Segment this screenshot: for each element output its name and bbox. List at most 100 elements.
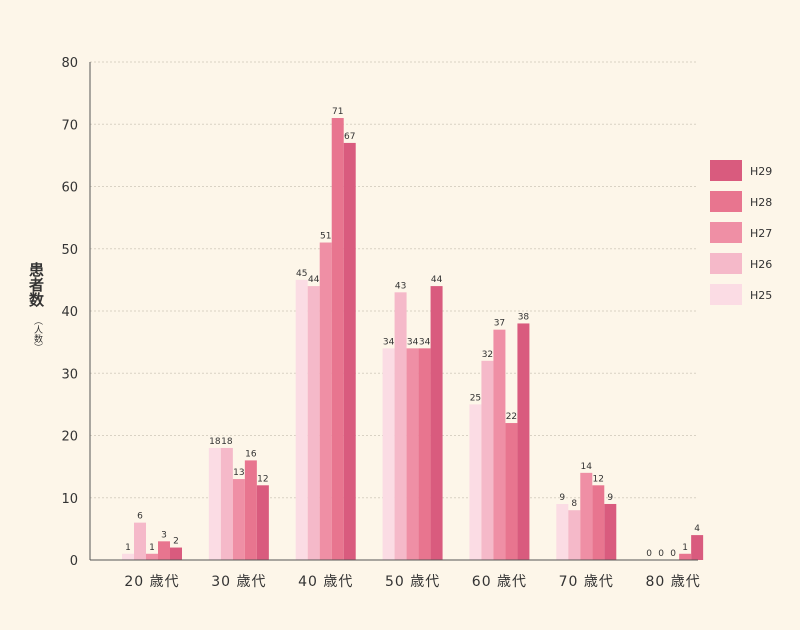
y-tick-label: 0: [70, 554, 78, 569]
axes: [89, 62, 698, 561]
y-tick-label: 10: [61, 492, 78, 507]
data-label: 14: [581, 462, 593, 472]
data-label: 38: [518, 312, 530, 322]
bar-h26: [394, 292, 407, 560]
data-label: 44: [431, 275, 443, 285]
bar-h29: [343, 142, 356, 561]
y-tick-label: 30: [61, 367, 78, 382]
bar-h28: [244, 460, 257, 560]
bar-h28: [505, 423, 518, 560]
bar-h25: [556, 503, 569, 560]
data-label: 37: [494, 319, 505, 329]
x-tick-label: 80 歳代: [646, 574, 701, 590]
y-axis-label-sub: （人数）: [32, 316, 43, 352]
data-label: 34: [419, 337, 431, 347]
legend-swatch-h27: [710, 222, 742, 243]
y-tick-label: 40: [61, 305, 78, 320]
x-tick-label: 70 歳代: [559, 574, 614, 590]
bar-h27: [493, 329, 506, 560]
data-label: 34: [383, 337, 395, 347]
data-label: 13: [233, 468, 244, 478]
x-tick-label: 60 歳代: [472, 574, 527, 590]
y-tick-labels: 0 10 20 30 40 50 60 70 80: [61, 56, 78, 569]
legend: H29 H28 H27 H26 H25: [710, 160, 772, 305]
bar-h27: [232, 479, 245, 560]
bar-h27: [406, 348, 419, 560]
legend-swatch-h28: [710, 191, 742, 212]
legend-label-h27: H27: [750, 227, 772, 240]
data-label: 0: [658, 549, 664, 559]
x-tick-labels: 20 歳代 30 歳代 40 歳代 50 歳代 60 歳代 70 歳代 80 歳代: [124, 574, 701, 590]
bar-h25: [382, 348, 395, 560]
bar-h28: [679, 553, 692, 560]
bar-h28: [592, 485, 605, 560]
data-label: 2: [173, 537, 179, 547]
data-label: 51: [320, 232, 331, 242]
bar-h29: [430, 286, 443, 560]
data-label: 32: [482, 350, 493, 360]
y-tick-label: 50: [61, 243, 78, 258]
bar-h27: [319, 242, 332, 560]
data-label: 16: [245, 449, 257, 459]
legend-swatch-h29: [710, 160, 742, 181]
bar-h26: [568, 510, 581, 560]
legend-swatch-h26: [710, 253, 742, 274]
bar-h29: [517, 323, 530, 560]
data-label: 9: [607, 493, 613, 503]
data-label: 1: [149, 543, 155, 553]
legend-swatch-h25: [710, 284, 742, 305]
legend-label-h29: H29: [750, 165, 772, 178]
bar-h26: [134, 522, 146, 560]
data-label: 8: [571, 499, 577, 509]
data-label: 6: [137, 512, 143, 522]
data-label: 18: [209, 437, 221, 447]
data-label: 44: [308, 275, 320, 285]
bar-h26: [481, 360, 494, 560]
bar-h25: [295, 279, 308, 560]
bar-h27: [146, 553, 158, 560]
y-axis-label-main: 患者数: [27, 261, 45, 308]
x-tick-label: 30 歳代: [211, 574, 266, 590]
data-label: 43: [395, 281, 406, 291]
y-tick-label: 20: [61, 430, 78, 445]
bar-h25: [122, 553, 134, 560]
data-label: 0: [670, 549, 676, 559]
y-tick-label: 60: [61, 181, 78, 196]
data-label: 71: [332, 107, 343, 117]
data-label: 18: [221, 437, 233, 447]
y-tick-label: 80: [61, 56, 78, 71]
bar-h27: [580, 472, 593, 560]
data-label: 34: [407, 337, 419, 347]
x-tick-label: 50 歳代: [385, 574, 440, 590]
data-label: 4: [694, 524, 700, 534]
bar-h29: [170, 547, 182, 560]
bar-h25: [208, 447, 221, 560]
y-axis-label: 患者数 （人数）: [27, 261, 45, 352]
data-label: 12: [593, 474, 604, 484]
legend-label-h25: H25: [750, 289, 772, 302]
data-label: 3: [161, 530, 167, 540]
data-label: 25: [470, 393, 481, 403]
bar-h29: [691, 535, 704, 560]
x-tick-label: 20 歳代: [124, 574, 179, 590]
data-label: 45: [296, 269, 307, 279]
data-label: 1: [682, 543, 688, 553]
x-tick-label: 40 歳代: [298, 574, 353, 590]
legend-label-h28: H28: [750, 196, 772, 209]
bar-h25: [469, 404, 482, 560]
data-label: 1: [125, 543, 131, 553]
data-label: 67: [344, 132, 355, 142]
data-label: 0: [646, 549, 652, 559]
y-tick-label: 70: [61, 118, 78, 133]
bar-h29: [604, 503, 617, 560]
bar-h28: [418, 348, 431, 560]
data-label: 22: [506, 412, 517, 422]
bar-h28: [331, 118, 344, 561]
legend-label-h26: H26: [750, 258, 772, 271]
bar-h28: [158, 541, 170, 560]
data-label: 12: [257, 474, 268, 484]
bar-h29: [256, 485, 269, 560]
bars: [122, 118, 704, 561]
